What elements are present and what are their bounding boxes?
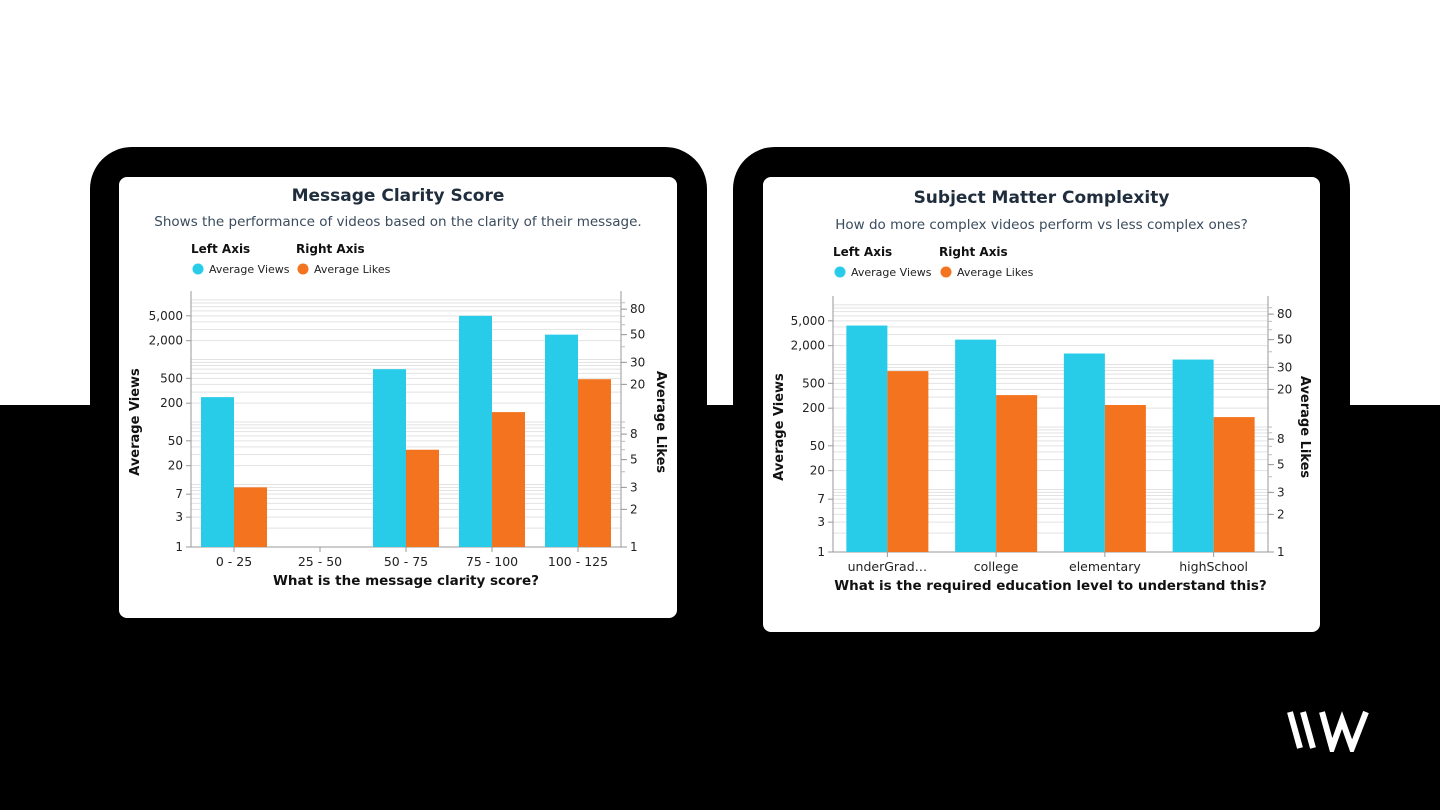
left-tick-label: 7 <box>175 487 183 501</box>
bar-likes-2 <box>1104 404 1146 552</box>
y-axis-title-right: Average Likes <box>653 371 668 474</box>
bar-likes-1 <box>996 395 1038 552</box>
legend-right-axis-title: Right Axis <box>939 245 1008 259</box>
x-tick-label: 50 - 75 <box>384 554 428 569</box>
y-axis-title-right: Average Likes <box>1297 376 1312 479</box>
x-tick-label: 25 - 50 <box>298 554 342 569</box>
x-tick-label: college <box>974 559 1019 574</box>
right-tick-label: 30 <box>1277 360 1292 374</box>
right-tick-label: 50 <box>630 328 645 342</box>
legend-right-axis-title: Right Axis <box>296 242 365 256</box>
left-tick-label: 5,000 <box>791 314 825 328</box>
chart-card-complexity: Subject Matter Complexity How do more com… <box>763 177 1320 632</box>
left-tick-label: 2,000 <box>791 339 825 353</box>
bar-views-2 <box>373 369 406 547</box>
right-tick-label: 3 <box>1277 485 1285 499</box>
chart-title: Message Clarity Score <box>292 186 505 206</box>
legend-likes-swatch <box>297 263 309 275</box>
chart-complexity-svg: Subject Matter Complexity How do more com… <box>772 188 1312 594</box>
legend-left-axis-title: Left Axis <box>833 245 892 259</box>
bar-likes-0 <box>234 487 267 547</box>
chart-subtitle: How do more complex videos perform vs le… <box>835 217 1248 233</box>
x-tick-label: 0 - 25 <box>216 554 252 569</box>
x-tick-label: highSchool <box>1179 559 1248 574</box>
right-tick-label: 20 <box>1277 382 1292 396</box>
x-tick-label: 100 - 125 <box>548 554 608 569</box>
left-tick-label: 200 <box>802 401 825 415</box>
x-tick-label: underGrad… <box>848 559 928 574</box>
right-tick-label: 5 <box>1277 458 1285 472</box>
bar-views-3 <box>459 315 492 547</box>
x-tick-label: elementary <box>1069 559 1141 574</box>
right-tick-label: 20 <box>630 377 645 391</box>
left-tick-label: 200 <box>160 396 183 410</box>
x-axis-title: What is the message clarity score? <box>273 573 539 589</box>
bar-likes-3 <box>492 412 525 547</box>
legend-views-label: Average Views <box>851 266 932 279</box>
left-tick-label: 50 <box>810 439 825 453</box>
right-tick-label: 1 <box>630 540 638 554</box>
right-tick-label: 8 <box>1277 432 1285 446</box>
chart-subtitle: Shows the performance of videos based on… <box>154 214 641 230</box>
bar-views-0 <box>846 325 888 552</box>
right-tick-label: 2 <box>630 502 638 516</box>
legend-views-swatch <box>834 266 846 278</box>
legend-likes-label: Average Likes <box>957 266 1034 279</box>
right-tick-label: 2 <box>1277 507 1285 521</box>
left-tick-label: 500 <box>160 371 183 385</box>
chart-clarity-svg: Message Clarity Score Shows the performan… <box>128 186 668 589</box>
right-tick-label: 1 <box>1277 545 1285 559</box>
left-tick-label: 5,000 <box>149 309 183 323</box>
right-tick-label: 30 <box>630 355 645 369</box>
legend-left-axis-title: Left Axis <box>191 242 250 256</box>
x-axis-title: What is the required education level to … <box>834 578 1266 594</box>
left-tick-label: 20 <box>810 464 825 478</box>
right-tick-label: 8 <box>630 427 638 441</box>
legend-likes-label: Average Likes <box>314 263 391 276</box>
chart-title: Subject Matter Complexity <box>914 188 1170 208</box>
left-tick-label: 1 <box>817 545 825 559</box>
legend-views-label: Average Views <box>209 263 290 276</box>
y-axis-title-left: Average Views <box>772 373 787 481</box>
bar-views-2 <box>1063 353 1105 552</box>
y-axis-title-left: Average Views <box>128 368 143 476</box>
left-tick-label: 500 <box>802 376 825 390</box>
right-tick-label: 5 <box>630 453 638 467</box>
right-tick-label: 80 <box>630 302 645 316</box>
bar-likes-2 <box>406 449 439 547</box>
right-tick-label: 80 <box>1277 307 1292 321</box>
right-tick-label: 50 <box>1277 333 1292 347</box>
brand-logo <box>1287 710 1369 752</box>
bar-views-3 <box>1172 359 1214 552</box>
left-tick-label: 3 <box>175 510 183 524</box>
left-tick-label: 7 <box>817 492 825 506</box>
left-tick-label: 2,000 <box>149 334 183 348</box>
left-tick-label: 50 <box>168 434 183 448</box>
x-tick-label: 75 - 100 <box>466 554 518 569</box>
bar-likes-4 <box>578 379 611 547</box>
bar-likes-3 <box>1213 417 1255 552</box>
bar-views-4 <box>545 334 578 547</box>
bar-likes-0 <box>887 371 929 552</box>
left-tick-label: 1 <box>175 540 183 554</box>
left-tick-label: 20 <box>168 459 183 473</box>
bar-views-1 <box>955 339 997 552</box>
bar-views-0 <box>201 397 234 547</box>
legend-likes-swatch <box>940 266 952 278</box>
legend-views-swatch <box>192 263 204 275</box>
chart-card-clarity: Message Clarity Score Shows the performan… <box>119 177 677 618</box>
right-tick-label: 3 <box>630 480 638 494</box>
left-tick-label: 3 <box>817 515 825 529</box>
